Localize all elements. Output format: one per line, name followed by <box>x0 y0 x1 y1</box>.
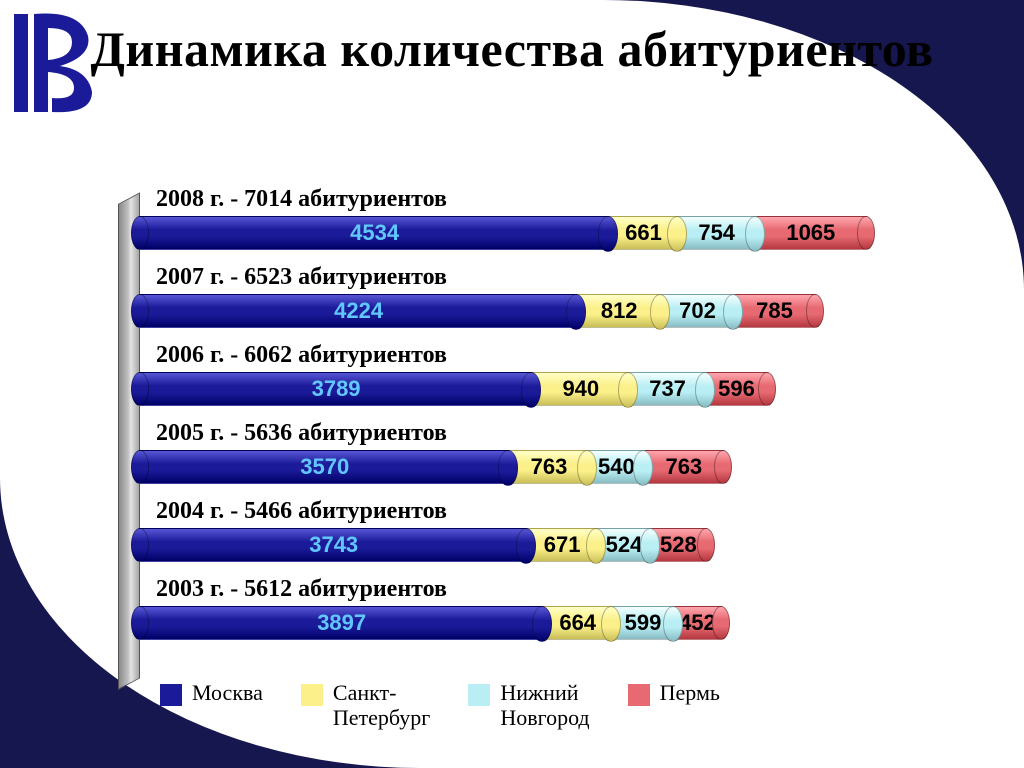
bar-cap-right <box>758 372 776 406</box>
segment-value: 671 <box>544 532 581 558</box>
bar-cap-left <box>131 450 149 484</box>
bar-segment-spb: 812 <box>577 294 661 328</box>
segment-value: 599 <box>625 610 662 636</box>
legend-swatch <box>160 684 182 706</box>
bar-segment-nn: 702 <box>661 294 734 328</box>
row-total-label: 2003 г. - 5612 абитуриентов <box>156 576 447 603</box>
chart-row: 2008 г. - 7014 абитуриентов 4534 661 754 106… <box>140 186 918 264</box>
chart-legend: Москва Санкт-Петербург НижнийНовгород Пермь <box>160 680 720 731</box>
bar-segment-spb: 763 <box>509 450 588 484</box>
segment-value: 3743 <box>309 532 358 558</box>
bar-cap-right <box>857 216 875 250</box>
segment-value: 4534 <box>350 220 399 246</box>
bar-segment-spb: 940 <box>532 372 629 406</box>
stacked-bar: 3789 940 737 596 <box>140 372 767 406</box>
legend-label: НижнийНовгород <box>500 680 589 731</box>
legend-item-nn: НижнийНовгород <box>468 680 589 731</box>
bar-segment-moscow: 3743 <box>140 528 527 562</box>
legend-label: Санкт-Петербург <box>333 680 430 731</box>
bar-segment-perm: 1065 <box>756 216 866 250</box>
legend-item-moscow: Москва <box>160 680 263 731</box>
bar-cap-right <box>697 528 715 562</box>
bar-cap-left <box>131 294 149 328</box>
chart-row: 2004 г. - 5466 абитуриентов 3743 671 524 528 <box>140 498 918 576</box>
chart-row: 2007 г. - 6523 абитуриентов 4224 812 702 785 <box>140 264 918 342</box>
segment-value: 785 <box>756 298 793 324</box>
bar-segment-perm: 763 <box>644 450 723 484</box>
chart-rows: 2008 г. - 7014 абитуриентов 4534 661 754 106… <box>140 186 918 654</box>
bar-cap-left <box>131 372 149 406</box>
legend-swatch <box>468 684 490 706</box>
segment-value: 702 <box>679 298 716 324</box>
bar-segment-moscow: 4224 <box>140 294 577 328</box>
bar-segment-spb: 664 <box>543 606 612 640</box>
legend-swatch <box>628 684 650 706</box>
row-total-label: 2006 г. - 6062 абитуриентов <box>156 342 447 369</box>
bar-cap-right <box>712 606 730 640</box>
stacked-bar: 3570 763 540 763 <box>140 450 723 484</box>
chart-row: 2006 г. - 6062 абитуриентов 3789 940 737 596 <box>140 342 918 420</box>
bar-cap-left <box>131 606 149 640</box>
legend-item-perm: Пермь <box>628 680 720 731</box>
stacked-bar-chart: 2008 г. - 7014 абитуриентов 4534 661 754 106… <box>118 186 918 654</box>
segment-value: 3897 <box>317 610 366 636</box>
segment-value: 3570 <box>300 454 349 480</box>
segment-value: 3789 <box>312 376 361 402</box>
bar-cap-right <box>806 294 824 328</box>
segment-value: 763 <box>531 454 568 480</box>
segment-value: 528 <box>660 532 697 558</box>
bar-segment-nn: 754 <box>678 216 756 250</box>
stacked-bar: 4534 661 754 1065 <box>140 216 866 250</box>
segment-value: 4224 <box>334 298 383 324</box>
segment-value: 524 <box>606 532 643 558</box>
legend-label: Москва <box>192 680 263 705</box>
bar-cap-left <box>131 528 149 562</box>
bar-segment-moscow: 3570 <box>140 450 509 484</box>
chart-row: 2003 г. - 5612 абитуриентов 3897 664 599 452 <box>140 576 918 654</box>
segment-value: 737 <box>649 376 686 402</box>
bar-segment-moscow: 3897 <box>140 606 543 640</box>
segment-value: 940 <box>562 376 599 402</box>
segment-value: 763 <box>665 454 702 480</box>
legend-swatch <box>301 684 323 706</box>
row-total-label: 2007 г. - 6523 абитуриентов <box>156 264 447 291</box>
stacked-bar: 4224 812 702 785 <box>140 294 815 328</box>
bar-segment-nn: 599 <box>612 606 674 640</box>
bar-segment-spb: 671 <box>527 528 596 562</box>
bar-segment-moscow: 4534 <box>140 216 609 250</box>
segment-value: 661 <box>625 220 662 246</box>
legend-label: Пермь <box>660 680 720 705</box>
bar-cap-right <box>714 450 732 484</box>
row-total-label: 2005 г. - 5636 абитуриентов <box>156 420 447 447</box>
chart-row: 2005 г. - 5636 абитуриентов 3570 763 540 763 <box>140 420 918 498</box>
legend-item-spb: Санкт-Петербург <box>301 680 430 731</box>
bar-segment-spb: 661 <box>609 216 677 250</box>
row-total-label: 2008 г. - 7014 абитуриентов <box>156 186 447 213</box>
row-total-label: 2004 г. - 5466 абитуриентов <box>156 498 447 525</box>
stacked-bar: 3743 671 524 528 <box>140 528 706 562</box>
bar-segment-nn: 737 <box>629 372 705 406</box>
bar-segment-moscow: 3789 <box>140 372 532 406</box>
slide-title: Динамика количества абитуриентов <box>0 22 1024 76</box>
stacked-bar: 3897 664 599 452 <box>140 606 721 640</box>
segment-value: 754 <box>698 220 735 246</box>
segment-value: 540 <box>598 454 635 480</box>
segment-value: 812 <box>601 298 638 324</box>
segment-value: 1065 <box>786 220 835 246</box>
segment-value: 596 <box>718 376 755 402</box>
segment-value: 452 <box>679 610 716 636</box>
bar-segment-perm: 785 <box>734 294 815 328</box>
bar-cap-left <box>131 216 149 250</box>
segment-value: 664 <box>559 610 596 636</box>
